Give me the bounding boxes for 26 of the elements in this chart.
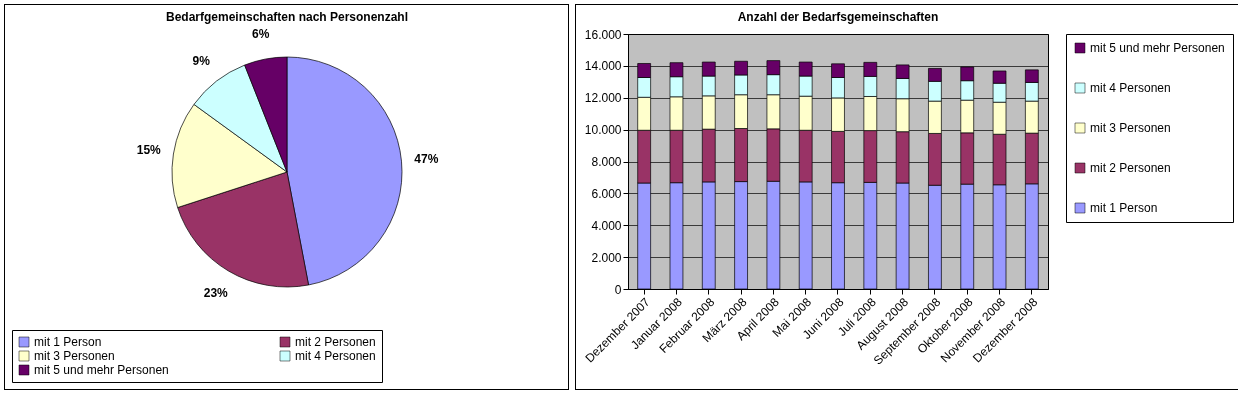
data-label: 47% bbox=[414, 151, 439, 166]
legend-label: mit 2 Personen bbox=[295, 335, 376, 349]
legend-label: mit 1 Person bbox=[34, 335, 102, 349]
data-label: 15% bbox=[136, 143, 162, 158]
y-tick-label: 6.000 bbox=[591, 186, 622, 201]
data-label: 6% bbox=[252, 27, 270, 42]
legend-label: mit 3 Personen bbox=[1090, 121, 1171, 135]
data-label: 23% bbox=[203, 285, 229, 300]
y-tick-label: 14.000 bbox=[584, 59, 622, 74]
y-tick-label: 2.000 bbox=[591, 250, 622, 265]
y-tick-label: 12.000 bbox=[584, 91, 622, 106]
data-label: 9% bbox=[192, 54, 211, 69]
legend-label: mit 5 und mehr Personen bbox=[1090, 41, 1225, 55]
y-tick-label: 8.000 bbox=[591, 155, 622, 169]
legend-label: mit 5 und mehr Personen bbox=[34, 363, 169, 377]
legend-label: mit 1 Person bbox=[1090, 201, 1158, 215]
legend-label: mit 3 Personen bbox=[34, 349, 115, 363]
chart-title: Bedarfgemeinschaften nach Personenzahl bbox=[165, 10, 409, 25]
chart-title: Anzahl der Bedarfsgemeinschaften bbox=[737, 10, 939, 24]
legend-label: mit 2 Personen bbox=[1090, 161, 1171, 175]
y-tick-label: 10.000 bbox=[584, 123, 622, 138]
y-tick-label: 4.000 bbox=[591, 218, 622, 233]
y-tick-label: 0 bbox=[614, 282, 622, 297]
legend-label: mit 4 Personen bbox=[1090, 81, 1171, 95]
y-tick-label: 16.000 bbox=[584, 27, 622, 42]
legend-label: mit 4 Personen bbox=[295, 349, 376, 363]
